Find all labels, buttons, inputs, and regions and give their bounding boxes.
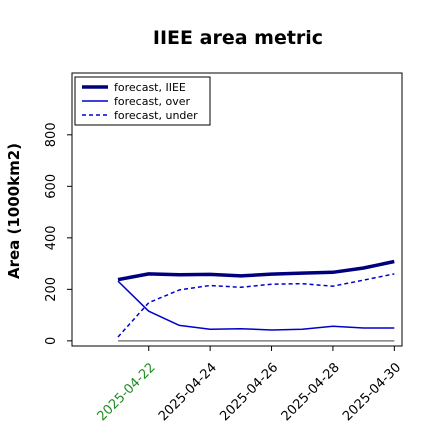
legend-label-1: forecast, IIEE [114,81,186,94]
legend-label-3: forecast, under [114,109,198,122]
x-tick-label: 2025-04-26 [217,360,281,424]
y-tick-label: 200 [44,277,59,302]
y-tick-label: 600 [44,174,59,199]
y-axis-label: Area (1000km2) [5,143,23,279]
y-tick-label: 0 [44,337,59,345]
y-tick-label: 400 [44,225,59,250]
legend-label-2: forecast, over [114,95,190,108]
x-tick-label: 2025-04-22 [95,360,159,424]
series-line-1 [117,259,395,282]
x-tick-label: 2025-04-28 [279,360,343,424]
plot-area: 02004006008002025-04-222025-04-242025-04… [44,122,404,424]
axes-frame [71,72,403,347]
series-line-3 [117,273,395,338]
x-tick-label: 2025-04-24 [156,360,220,424]
chart-title: IIEE area metric [153,27,323,49]
series-line-2 [117,280,395,331]
x-tick-label: 2025-04-30 [340,360,404,424]
y-tick-label: 800 [44,122,59,147]
